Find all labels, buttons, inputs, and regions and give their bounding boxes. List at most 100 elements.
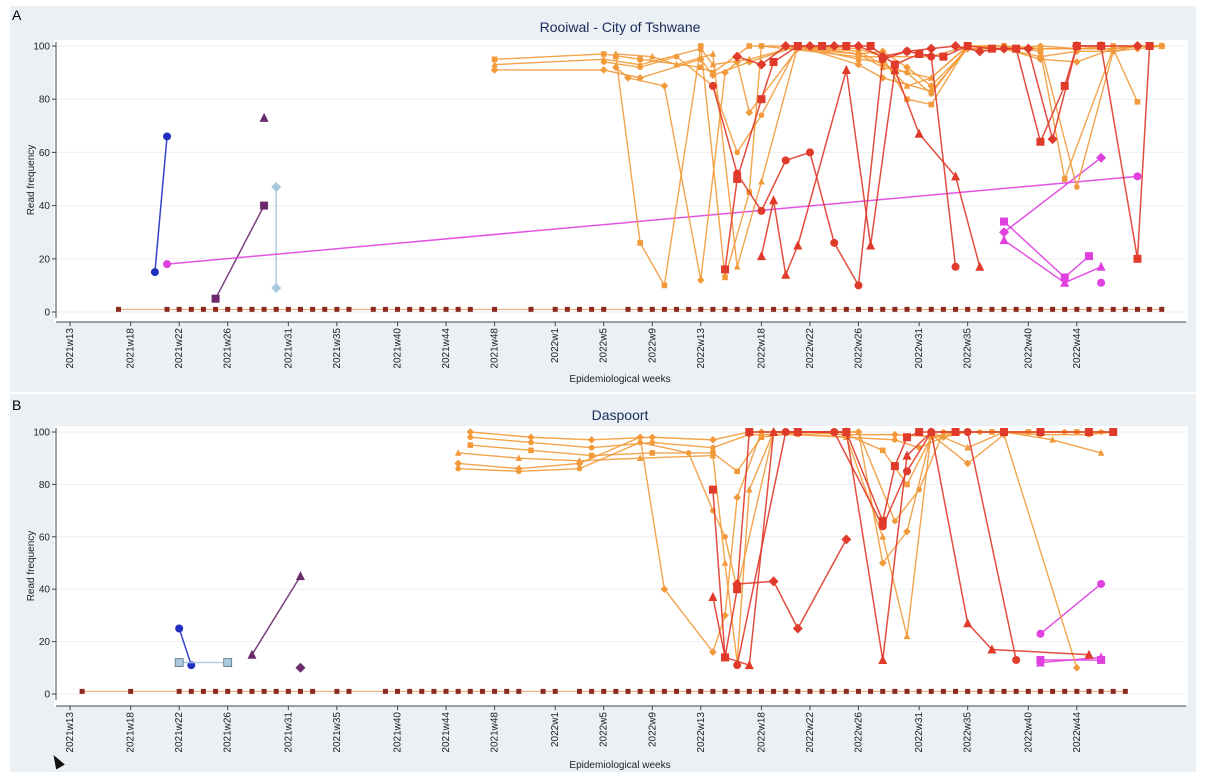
baseline-point <box>977 688 983 694</box>
data-point <box>855 429 862 435</box>
x-tick-label: 2022w35 <box>963 712 974 753</box>
baseline-point <box>1001 688 1007 694</box>
x-tick-label: 2022w22 <box>805 712 816 753</box>
baseline-point <box>589 306 595 312</box>
x-tick-label: 2022w44 <box>1072 328 1083 369</box>
baseline-point <box>1001 306 1007 312</box>
data-point <box>271 181 282 192</box>
baseline-point <box>746 306 752 312</box>
y-tick-label: 60 <box>39 532 51 543</box>
x-tick-label: 2022w35 <box>963 328 974 369</box>
baseline-point <box>1025 306 1031 312</box>
data-point <box>1145 42 1154 50</box>
data-point <box>649 450 656 456</box>
data-point <box>454 459 462 468</box>
baseline-point <box>467 688 473 694</box>
x-tick-label: 2021w26 <box>223 328 234 369</box>
x-tick-label: 2022w13 <box>696 328 707 369</box>
data-point <box>1071 41 1082 51</box>
data-point <box>830 238 839 247</box>
series-line <box>736 431 1017 666</box>
data-point <box>1084 252 1093 261</box>
x-tick-label: 2022w18 <box>756 712 767 753</box>
data-point <box>1000 428 1009 436</box>
data-point <box>1061 176 1068 182</box>
baseline-point <box>965 688 971 694</box>
data-point <box>1096 41 1107 51</box>
data-point <box>466 428 475 436</box>
x-tick-label: 2022w18 <box>756 328 767 369</box>
baseline-point <box>455 688 461 694</box>
x-tick-label: 2022w26 <box>853 328 864 369</box>
panel-b-plot-area <box>54 426 1188 706</box>
data-point <box>709 451 717 459</box>
data-point <box>854 281 863 290</box>
data-point <box>708 81 717 90</box>
data-point <box>528 447 534 454</box>
x-tick-label: 2022w5 <box>599 712 610 747</box>
data-point <box>892 437 898 443</box>
baseline-point <box>904 688 910 694</box>
baseline-point <box>346 306 352 312</box>
data-point <box>841 427 851 436</box>
data-point <box>904 69 910 76</box>
baseline-point <box>443 306 449 312</box>
baseline-point <box>576 306 582 312</box>
baseline-point <box>1050 688 1056 694</box>
data-point <box>891 430 899 439</box>
data-point <box>673 60 680 68</box>
baseline-point <box>601 688 607 694</box>
data-point <box>758 112 765 118</box>
baseline-point <box>128 688 134 694</box>
data-point <box>637 56 643 63</box>
baseline-point <box>249 688 255 694</box>
baseline-point <box>722 306 728 312</box>
y-tick-label: 100 <box>33 428 50 439</box>
series-line <box>1003 157 1102 233</box>
data-point <box>516 468 522 475</box>
baseline-point <box>273 688 279 694</box>
data-point <box>528 439 534 446</box>
data-point <box>963 618 973 628</box>
data-point <box>1096 261 1106 271</box>
data-point <box>1073 58 1081 66</box>
baseline-point <box>1013 688 1019 694</box>
y-tick-label: 40 <box>39 201 51 212</box>
x-tick-label: 2022w9 <box>647 712 658 747</box>
baseline-point <box>285 688 291 694</box>
data-point <box>758 177 765 185</box>
data-point <box>928 91 935 97</box>
data-point <box>636 433 644 442</box>
data-point <box>527 433 535 442</box>
baseline-point <box>419 306 425 312</box>
baseline-point <box>710 688 716 694</box>
data-point <box>904 96 910 102</box>
data-point <box>637 64 643 71</box>
baseline-point <box>1037 688 1043 694</box>
data-point <box>1060 81 1069 90</box>
baseline-point <box>843 306 849 312</box>
x-tick-label: 2022w31 <box>914 712 925 753</box>
baseline-point <box>431 688 437 694</box>
x-tick-label: 2022w1 <box>550 712 561 747</box>
data-point <box>744 660 754 670</box>
baseline-point <box>1134 306 1140 312</box>
baseline-point <box>722 688 728 694</box>
baseline-point <box>1086 688 1092 694</box>
data-point <box>926 43 937 54</box>
y-tick-label: 0 <box>44 690 50 701</box>
baseline-point <box>819 306 825 312</box>
x-tick-label: 2021w13 <box>65 712 76 753</box>
baseline-point <box>504 688 510 694</box>
data-point <box>1036 428 1045 436</box>
baseline-point <box>540 688 546 694</box>
data-point <box>890 64 900 74</box>
data-point <box>769 195 779 205</box>
x-tick-label: 2021w48 <box>490 712 501 753</box>
data-point <box>1109 428 1118 436</box>
data-point <box>1012 655 1021 664</box>
data-point <box>733 262 741 270</box>
data-point <box>916 486 922 493</box>
baseline-point <box>249 306 255 312</box>
baseline-point <box>492 688 498 694</box>
